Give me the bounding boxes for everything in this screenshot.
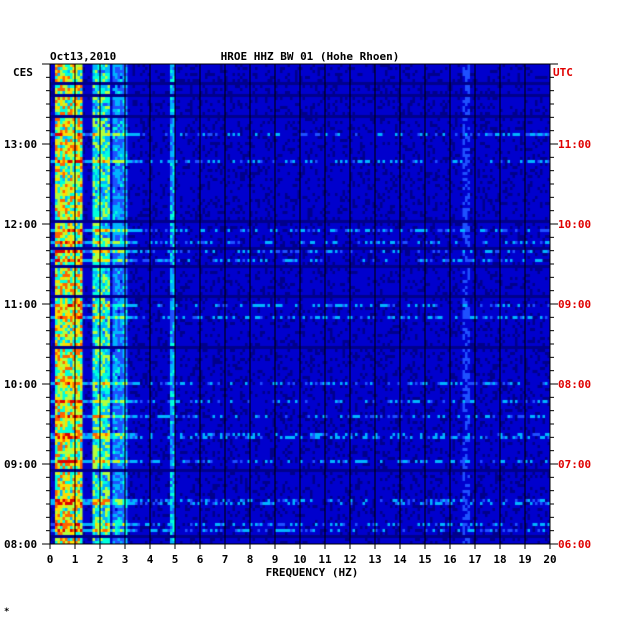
right-tick-label: 11:00: [558, 138, 591, 151]
right-y-axis-ticks: 06:00 07:00 08:00 09:00 10:00 11:00: [550, 63, 591, 551]
x-tick-label: 16: [443, 553, 457, 566]
x-tick-label: 10: [293, 553, 306, 566]
x-tick-label: 3: [122, 553, 129, 566]
x-tick-label: 18: [493, 553, 506, 566]
x-tick-label: 17: [468, 553, 481, 566]
left-tick-label: 10:00: [4, 378, 37, 391]
x-tick-label: 15: [418, 553, 431, 566]
x-tick-label: 6: [197, 553, 204, 566]
chart-title: HROE HHZ BW 01 (Hohe Rhoen): [221, 50, 400, 63]
chart-date: Oct13,2010: [50, 50, 116, 63]
x-tick-label: 4: [147, 553, 154, 566]
x-tick-label: 19: [518, 553, 531, 566]
x-tick-label: 9: [272, 553, 279, 566]
left-tick-label: 12:00: [4, 218, 37, 231]
x-tick-label: 13: [368, 553, 381, 566]
x-tick-label: 20: [543, 553, 556, 566]
left-tick-label: 13:00: [4, 138, 37, 151]
x-tick-label: 11: [318, 553, 332, 566]
left-axis-label: CES: [13, 66, 33, 79]
x-tick-label: 5: [172, 553, 179, 566]
x-axis-label: FREQUENCY (HZ): [266, 566, 359, 579]
grid-lines: [49, 63, 551, 545]
x-tick-label: 2: [97, 553, 104, 566]
right-axis-label: UTC: [553, 66, 573, 79]
x-tick-label: 7: [222, 553, 229, 566]
right-tick-label: 08:00: [558, 378, 591, 391]
right-tick-label: 10:00: [558, 218, 591, 231]
left-tick-label: 09:00: [4, 458, 37, 471]
x-tick-label: 0: [47, 553, 54, 566]
right-tick-label: 07:00: [558, 458, 591, 471]
x-tick-label: 12: [343, 553, 356, 566]
x-tick-label: 8: [247, 553, 254, 566]
right-tick-label: 06:00: [558, 538, 591, 551]
x-tick-label: 14: [393, 553, 407, 566]
left-tick-label: 11:00: [4, 298, 37, 311]
x-axis-ticks: 0 1 2 3 4 5 6 7 8 9 10 11 12 13 14 15 16 17 18 19 20: [47, 544, 557, 566]
x-tick-label: 1: [72, 553, 79, 566]
right-tick-label: 09:00: [558, 298, 591, 311]
left-tick-label: 08:00: [4, 538, 37, 551]
left-y-axis-ticks: 08:00 09:00 10:00 11:00 12:00 13:00: [4, 63, 50, 551]
footnote-mark: *: [4, 607, 9, 617]
